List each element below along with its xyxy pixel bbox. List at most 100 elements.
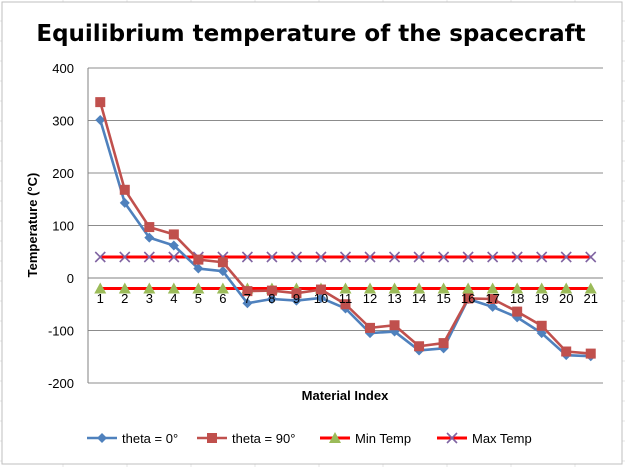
legend-label: Max Temp bbox=[472, 431, 532, 446]
legend-entry: theta = 0° bbox=[87, 431, 178, 446]
x-tick-label: 11 bbox=[339, 291, 353, 306]
data-point bbox=[315, 251, 327, 263]
data-point bbox=[340, 299, 351, 310]
data-point bbox=[389, 320, 400, 331]
data-point bbox=[486, 282, 499, 294]
x-tick-label: 5 bbox=[195, 291, 202, 306]
y-tick-label: -100 bbox=[48, 324, 74, 339]
data-point bbox=[487, 294, 498, 304]
data-point bbox=[266, 285, 277, 296]
data-point bbox=[242, 286, 253, 297]
legend-entry: Max Temp bbox=[437, 431, 532, 446]
data-point bbox=[217, 257, 228, 268]
y-axis-title: Temperature (°C) bbox=[25, 173, 40, 278]
x-tick-label: 6 bbox=[219, 291, 226, 306]
legend-marker bbox=[207, 433, 217, 443]
data-point bbox=[119, 184, 130, 195]
legend-entry: theta = 90° bbox=[197, 431, 295, 446]
data-point bbox=[437, 282, 450, 294]
y-tick-label: 100 bbox=[52, 219, 74, 234]
data-point bbox=[388, 282, 401, 294]
data-point bbox=[94, 251, 106, 263]
data-point bbox=[315, 292, 326, 303]
x-tick-label: 14 bbox=[412, 291, 426, 306]
data-point bbox=[266, 294, 277, 304]
data-point bbox=[511, 282, 524, 294]
x-axis-title: Material Index bbox=[302, 388, 389, 403]
legend-marker bbox=[97, 433, 107, 443]
data-point bbox=[413, 282, 426, 294]
data-point bbox=[584, 282, 597, 294]
x-tick-label: 17 bbox=[485, 291, 499, 306]
x-tick-label: 18 bbox=[510, 291, 524, 306]
data-point bbox=[536, 320, 547, 331]
data-point bbox=[339, 282, 352, 294]
x-tick-label: 2 bbox=[121, 291, 128, 306]
data-point bbox=[217, 266, 228, 277]
x-tick-label: 13 bbox=[387, 291, 401, 306]
y-tick-label: 300 bbox=[52, 114, 74, 129]
data-point bbox=[167, 282, 180, 294]
data-point bbox=[561, 346, 572, 357]
x-tick-label: 19 bbox=[534, 291, 548, 306]
data-point bbox=[365, 322, 376, 333]
legend-marker bbox=[446, 432, 458, 444]
data-point bbox=[143, 282, 156, 294]
series-2 bbox=[94, 282, 597, 294]
data-point bbox=[266, 251, 278, 263]
legend[interactable]: theta = 0° theta = 90° Min Temp Max Temp bbox=[87, 431, 532, 446]
data-point bbox=[119, 197, 130, 208]
data-point bbox=[388, 251, 401, 263]
x-tick-label: 9 bbox=[293, 291, 300, 306]
x-tick-label: 21 bbox=[584, 291, 598, 306]
data-point bbox=[560, 282, 573, 294]
data-point bbox=[168, 251, 180, 263]
plot-series bbox=[94, 97, 597, 362]
data-point bbox=[168, 240, 179, 251]
data-point bbox=[438, 251, 450, 263]
data-point bbox=[144, 232, 155, 243]
data-point bbox=[339, 251, 352, 263]
data-point bbox=[462, 251, 474, 263]
data-point bbox=[192, 282, 205, 294]
data-point bbox=[438, 338, 449, 349]
data-point bbox=[290, 251, 303, 263]
data-point bbox=[118, 282, 131, 294]
legend-label: Min Temp bbox=[355, 431, 411, 446]
legend-entry: Min Temp bbox=[320, 431, 411, 446]
x-tick-label: 10 bbox=[314, 291, 328, 306]
chart-title: Equilibrium temperature of the spacecraf… bbox=[36, 21, 585, 47]
x-tick-label: 3 bbox=[146, 291, 153, 306]
data-point bbox=[95, 97, 106, 108]
series-1 bbox=[95, 97, 596, 359]
y-tick-label: 400 bbox=[52, 61, 74, 76]
data-point bbox=[193, 263, 204, 274]
data-point bbox=[168, 229, 179, 240]
x-tick-label: 12 bbox=[363, 291, 377, 306]
y-tick-label: 0 bbox=[67, 271, 74, 286]
data-point bbox=[487, 301, 498, 312]
gridlines bbox=[87, 67, 603, 384]
x-tick-label: 7 bbox=[244, 291, 251, 306]
data-point bbox=[585, 348, 596, 359]
data-point bbox=[291, 288, 302, 299]
data-point bbox=[414, 341, 425, 352]
x-tick-label: 20 bbox=[559, 291, 573, 306]
data-point bbox=[364, 282, 377, 294]
data-point bbox=[512, 306, 523, 317]
data-point bbox=[119, 251, 131, 263]
data-point bbox=[241, 251, 253, 263]
data-point bbox=[193, 254, 204, 265]
y-tick-label: -200 bbox=[48, 376, 74, 391]
data-point bbox=[94, 282, 107, 294]
x-tick-label: 15 bbox=[436, 291, 450, 306]
data-point bbox=[487, 251, 499, 263]
data-point bbox=[413, 251, 425, 263]
y-axis: -200 -100 0 100 200 300 400 bbox=[48, 61, 74, 391]
data-point bbox=[315, 284, 326, 295]
data-point bbox=[463, 293, 474, 304]
data-point bbox=[585, 251, 597, 263]
y-tick-label: 200 bbox=[52, 166, 74, 181]
